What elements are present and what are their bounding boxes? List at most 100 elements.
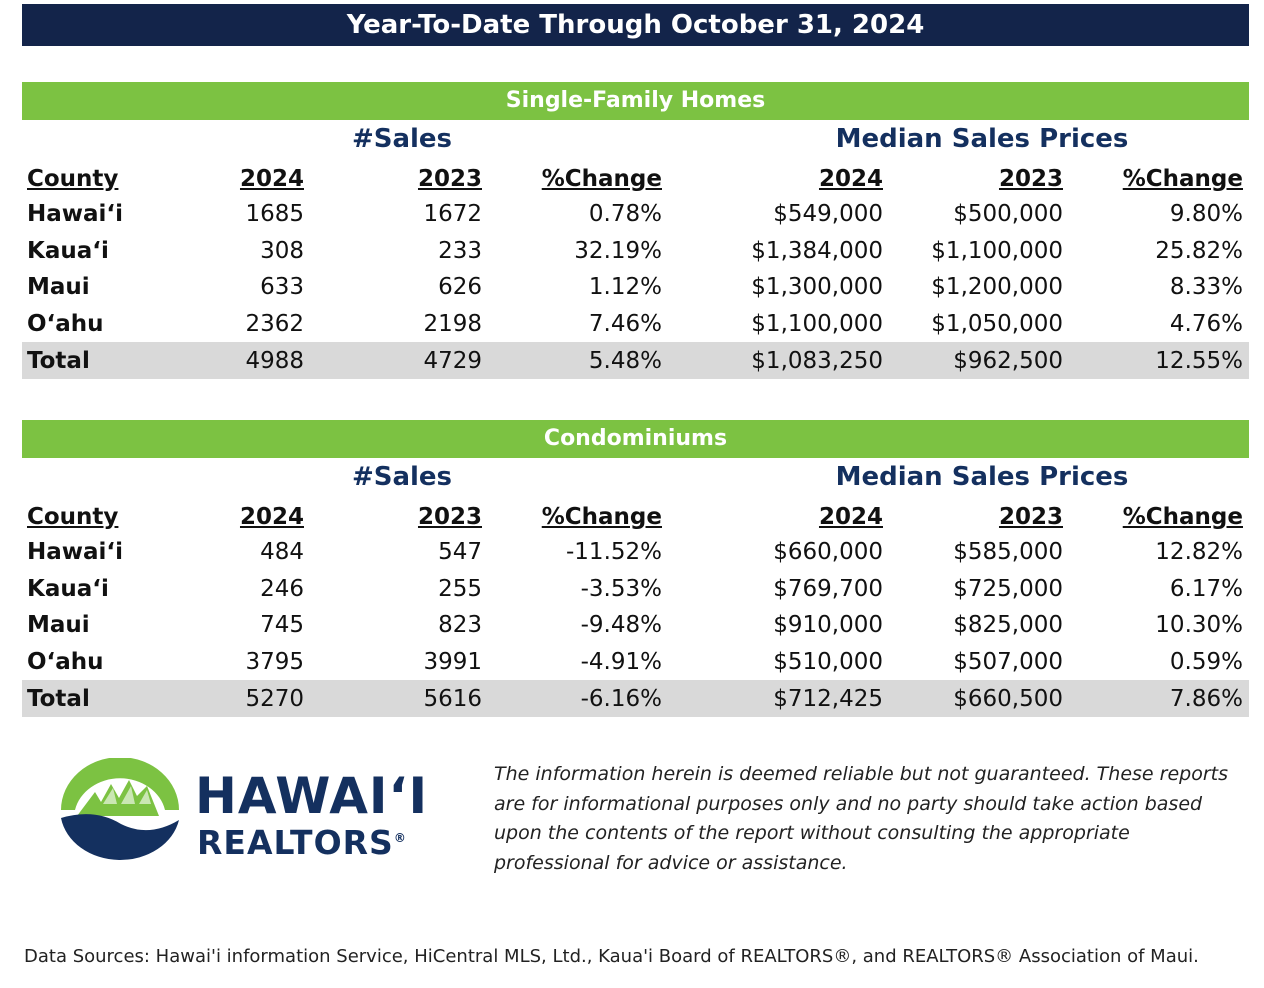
table-cell: 3795 — [245, 649, 304, 676]
table-cell: 2198 — [423, 311, 482, 338]
table-cell: -4.91% — [580, 649, 662, 676]
table-row: Hawai‘i 484 547 -11.52% $660,000 $585,00… — [22, 534, 1249, 571]
table-cell: 4988 — [210, 342, 310, 379]
table-cell: $1,200,000 — [931, 274, 1063, 301]
condominiums-table-section: Condominiums #Sales Median Sales Prices … — [22, 420, 1249, 717]
single-family-table-section: Single-Family Homes #Sales Median Sales … — [22, 82, 1249, 379]
section-header: Single-Family Homes — [22, 82, 1249, 120]
table-cell: -6.16% — [488, 680, 668, 717]
table-cell: $825,000 — [953, 612, 1063, 639]
table-cell: 0.59% — [1169, 649, 1243, 676]
sales-group-title: #Sales — [351, 124, 453, 154]
column-header-price-change: %Change — [1122, 166, 1243, 192]
table-cell: 308 — [260, 237, 304, 264]
table-cell: -3.53% — [580, 575, 662, 602]
column-header-sales-change: %Change — [541, 504, 662, 530]
column-header-row: County 2024 2023 %Change 2024 2023 %Chan… — [22, 500, 1249, 534]
table-cell: 5.48% — [488, 342, 668, 379]
table-cell: 547 — [438, 539, 482, 566]
column-header-sales-2024: 2024 — [239, 504, 304, 530]
table-cell: 12.55% — [1069, 342, 1249, 379]
table-row: Maui 633 626 1.12% $1,300,000 $1,200,000… — [22, 269, 1249, 306]
group-header-row: #Sales Median Sales Prices — [22, 458, 1249, 500]
logo-text-realtors: REALTORS® — [197, 823, 407, 862]
table-cell: 12.82% — [1155, 539, 1243, 566]
column-header-price-2024: 2024 — [818, 504, 883, 530]
table-row: O‘ahu 3795 3991 -4.91% $510,000 $507,000… — [22, 644, 1249, 681]
logo-emblem-icon — [61, 757, 179, 860]
table-cell: $585,000 — [953, 539, 1063, 566]
table-cell: $1,050,000 — [931, 311, 1063, 338]
table-row: Kaua‘i 308 233 32.19% $1,384,000 $1,100,… — [22, 233, 1249, 270]
sales-group-title: #Sales — [351, 462, 453, 492]
total-label: Total — [22, 680, 210, 717]
column-header-price-2023: 2023 — [998, 166, 1063, 192]
county-cell: Maui — [27, 612, 90, 639]
table-cell: 0.78% — [588, 201, 662, 228]
table-cell: 32.19% — [574, 237, 662, 264]
table-cell: $1,083,250 — [668, 342, 889, 379]
table-cell: 7.86% — [1069, 680, 1249, 717]
table-cell: -11.52% — [566, 539, 662, 566]
hawaii-realtors-logo: HAWAI‘I REALTORS® — [55, 757, 427, 868]
table-cell: $769,700 — [773, 575, 883, 602]
table-row: O‘ahu 2362 2198 7.46% $1,100,000 $1,050,… — [22, 306, 1249, 343]
table-cell: 8.33% — [1169, 274, 1243, 301]
disclaimer-text: The information herein is deemed reliabl… — [494, 763, 1228, 874]
total-row: Total 4988 4729 5.48% $1,083,250 $962,50… — [22, 342, 1249, 379]
condominiums-table: County 2024 2023 %Change 2024 2023 %Chan… — [22, 500, 1249, 717]
table-row: Maui 745 823 -9.48% $910,000 $825,000 10… — [22, 607, 1249, 644]
table-cell: 5616 — [310, 680, 488, 717]
table-cell: 823 — [438, 612, 482, 639]
column-header-county: County — [27, 504, 119, 530]
county-cell: Hawai‘i — [27, 201, 124, 228]
table-cell: 4729 — [310, 342, 488, 379]
table-cell: 1685 — [245, 201, 304, 228]
column-header-price-2024: 2024 — [818, 166, 883, 192]
county-cell: Hawai‘i — [27, 539, 124, 566]
table-cell: 233 — [438, 237, 482, 264]
table-cell: $725,000 — [953, 575, 1063, 602]
logo-text-hawaii: HAWAI‘I — [195, 767, 429, 825]
table-cell: 25.82% — [1155, 237, 1243, 264]
table-cell: 484 — [260, 539, 304, 566]
table-cell: 9.80% — [1169, 201, 1243, 228]
table-cell: 3991 — [423, 649, 482, 676]
table-cell: $1,100,000 — [751, 311, 883, 338]
table-cell: $1,384,000 — [751, 237, 883, 264]
table-cell: -9.48% — [580, 612, 662, 639]
county-cell: Kaua‘i — [27, 237, 109, 264]
column-header-sales-2023: 2023 — [417, 504, 482, 530]
table-cell: $660,500 — [889, 680, 1069, 717]
table-cell: $1,100,000 — [931, 237, 1063, 264]
table-cell: 633 — [260, 274, 304, 301]
table-cell: 5270 — [210, 680, 310, 717]
table-cell: $712,425 — [668, 680, 889, 717]
section-header: Condominiums — [22, 420, 1249, 458]
single-family-table: County 2024 2023 %Change 2024 2023 %Chan… — [22, 162, 1249, 379]
county-cell: Kaua‘i — [27, 575, 109, 602]
table-cell: 1.12% — [588, 274, 662, 301]
table-cell: 4.76% — [1169, 311, 1243, 338]
total-row: Total 5270 5616 -6.16% $712,425 $660,500… — [22, 680, 1249, 717]
county-cell: O‘ahu — [27, 649, 104, 676]
median-price-group-title: Median Sales Prices — [835, 462, 1129, 492]
column-header-sales-2024: 2024 — [239, 166, 304, 192]
table-row: Hawai‘i 1685 1672 0.78% $549,000 $500,00… — [22, 196, 1249, 233]
table-row: Kaua‘i 246 255 -3.53% $769,700 $725,000 … — [22, 571, 1249, 608]
table-cell: 6.17% — [1169, 575, 1243, 602]
table-cell: $507,000 — [953, 649, 1063, 676]
table-cell: $962,500 — [889, 342, 1069, 379]
table-cell: $660,000 — [773, 539, 883, 566]
column-header-row: County 2024 2023 %Change 2024 2023 %Chan… — [22, 162, 1249, 196]
table-cell: $1,300,000 — [751, 274, 883, 301]
table-cell: 1672 — [423, 201, 482, 228]
report-title-banner: Year-To-Date Through October 31, 2024 — [22, 4, 1249, 46]
table-cell: 10.30% — [1155, 612, 1243, 639]
table-cell: 626 — [438, 274, 482, 301]
table-cell: $510,000 — [773, 649, 883, 676]
column-header-price-2023: 2023 — [998, 504, 1063, 530]
table-cell: $549,000 — [773, 201, 883, 228]
table-cell: 2362 — [245, 311, 304, 338]
column-header-county: County — [27, 166, 119, 192]
